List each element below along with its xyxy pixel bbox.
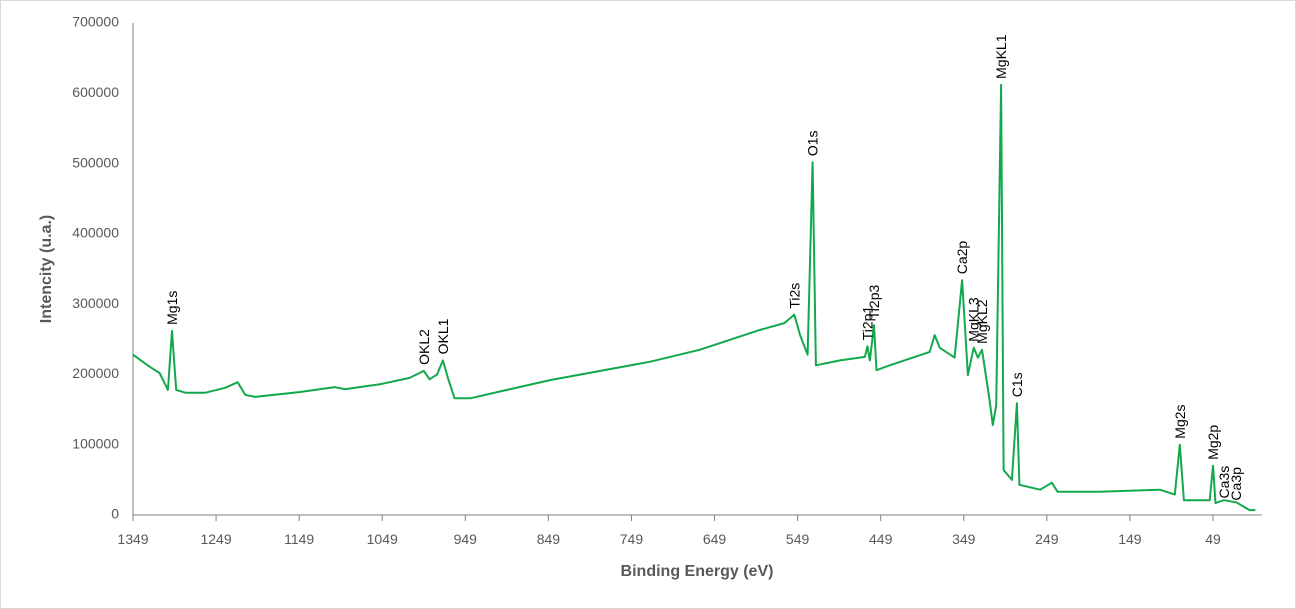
peak-label: OKL2: [416, 329, 432, 365]
y-axis-title: Intencity (u.a.): [38, 215, 55, 323]
y-tick-label: 400000: [72, 225, 119, 241]
peak-label: MgKL2: [974, 299, 990, 344]
x-tick-label: 49: [1205, 531, 1221, 547]
y-tick-label: 600000: [72, 84, 119, 100]
peak-label: Mg1s: [164, 291, 180, 325]
x-tick-label: 449: [869, 531, 893, 547]
x-tick-label: 649: [703, 531, 727, 547]
peak-label: Ca3p: [1228, 467, 1244, 501]
peak-label: Ti2s: [786, 283, 802, 309]
peak-label: O1s: [805, 130, 821, 156]
x-tick-label: 1249: [200, 531, 231, 547]
y-tick-label: 200000: [72, 365, 119, 381]
x-axis-title: Binding Energy (eV): [621, 563, 774, 580]
spectrum-line: [132, 83, 1256, 512]
peak-label: Ca3s: [1216, 466, 1232, 499]
y-tick-label: 700000: [72, 14, 119, 30]
x-tick-label: 549: [786, 531, 810, 547]
y-tick-label: 500000: [72, 154, 119, 170]
x-tick-label: 749: [620, 531, 644, 547]
x-tick-label: 349: [952, 531, 976, 547]
peak-label: C1s: [1009, 372, 1025, 397]
peak-label: Ti2p1: [859, 306, 875, 341]
y-tick-label: 300000: [72, 295, 119, 311]
y-tick-label: 0: [111, 506, 119, 522]
peak-label: Ca2p: [954, 241, 970, 275]
x-tick-label: 1049: [367, 531, 398, 547]
x-tick-label: 949: [454, 531, 478, 547]
peak-label: MgKL1: [993, 34, 1009, 79]
peak-label: MgKL3: [966, 297, 982, 342]
x-tick-label: 1349: [117, 531, 148, 547]
y-tick-label: 100000: [72, 435, 119, 451]
x-tick-label: 849: [537, 531, 561, 547]
peak-label: Mg2s: [1172, 404, 1188, 438]
x-tick-label: 149: [1118, 531, 1142, 547]
peak-label: OKL1: [435, 318, 451, 354]
x-tick-label: 249: [1035, 531, 1059, 547]
peak-label: Mg2p: [1205, 425, 1221, 460]
peak-label: Ti2p3: [866, 285, 882, 320]
x-tick-label: 1149: [284, 531, 314, 547]
